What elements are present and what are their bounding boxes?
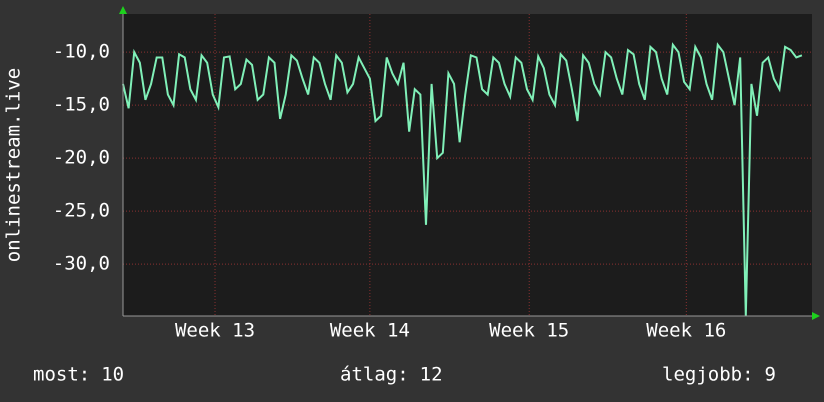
y-tick-label: -30,0 (53, 253, 110, 275)
stat-value: 10 (101, 364, 124, 386)
stat-value: 9 (765, 364, 776, 386)
y-tick-label: -20,0 (53, 147, 110, 169)
axis-arrow (812, 312, 820, 320)
y-tick-label: -10,0 (53, 41, 110, 63)
stat-label: most: (33, 364, 90, 386)
stat-label: átlag: (340, 364, 409, 386)
y-axis-title: onlinestream.live (3, 68, 25, 262)
y-tick-label: -15,0 (53, 94, 110, 116)
data-line (122, 42, 803, 317)
stat-label: legjobb: (662, 364, 754, 386)
y-tick-label: -25,0 (53, 200, 110, 222)
plot-area (123, 14, 812, 316)
stat-value: 12 (420, 364, 443, 386)
x-tick-label: Week 15 (489, 320, 569, 342)
axis-arrow (119, 6, 127, 14)
x-tick-label: Week 14 (330, 320, 410, 342)
x-tick-label: Week 16 (646, 320, 726, 342)
x-tick-label: Week 13 (175, 320, 255, 342)
